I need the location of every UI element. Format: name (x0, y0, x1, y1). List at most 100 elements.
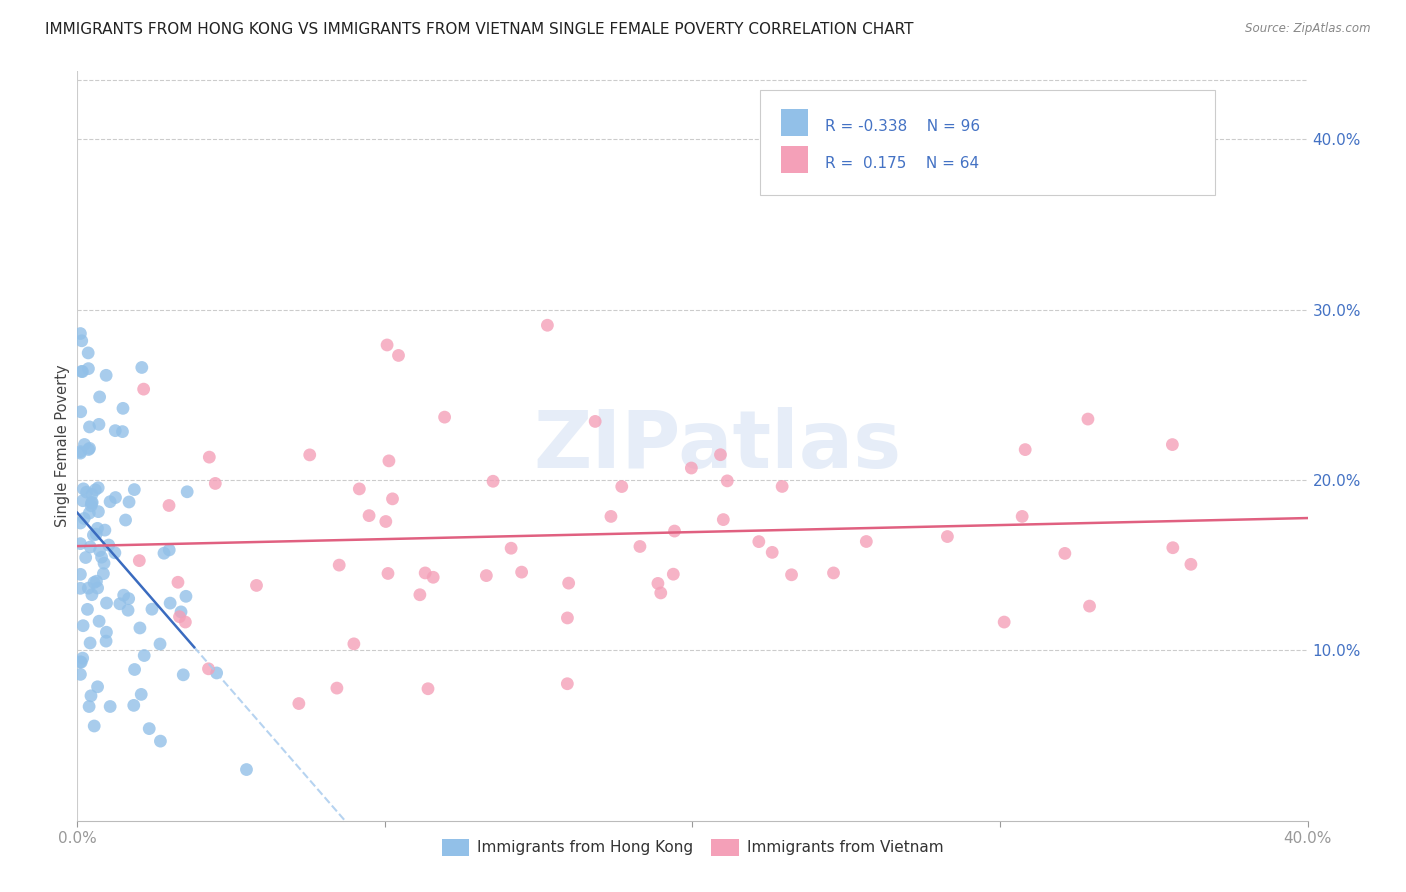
Point (326, 681, 349, 695)
Point (328, 558, 350, 573)
Point (83, 719, 105, 733)
Point (97, 538, 120, 552)
Point (90, 550, 112, 565)
Point (583, 414, 606, 428)
Point (647, 576, 669, 591)
Point (104, 546, 127, 560)
Point (94, 634, 117, 648)
Text: ZIPatlas: ZIPatlas (533, 407, 901, 485)
Point (169, 609, 191, 624)
Point (86, 680, 108, 694)
Point (536, 318, 558, 333)
Point (124, 483, 146, 497)
Point (1011, 509, 1033, 524)
FancyBboxPatch shape (761, 90, 1215, 195)
Point (1180, 558, 1202, 572)
Point (1014, 442, 1036, 457)
Point (124, 663, 146, 677)
Point (557, 576, 579, 591)
Point (153, 546, 176, 560)
Point (117, 603, 139, 617)
Point (557, 611, 579, 625)
Point (73, 511, 96, 525)
Point (600, 509, 623, 524)
Point (770, 479, 793, 493)
Point (1077, 412, 1099, 426)
Point (422, 570, 444, 584)
Point (76, 602, 98, 616)
Point (823, 566, 845, 580)
Point (176, 484, 198, 499)
Point (157, 499, 180, 513)
Point (131, 360, 153, 375)
Point (716, 474, 738, 488)
Point (748, 534, 770, 549)
Point (662, 567, 685, 582)
Point (104, 491, 127, 505)
Point (377, 566, 399, 581)
Point (343, 637, 366, 651)
Point (77, 442, 100, 457)
Point (72, 651, 94, 665)
Point (557, 677, 579, 691)
Point (482, 475, 505, 489)
Text: R =  0.175    N = 64: R = 0.175 N = 64 (825, 156, 980, 171)
Point (80, 689, 103, 703)
Point (174, 590, 197, 604)
Point (72, 493, 94, 508)
Point (1161, 437, 1184, 451)
Point (167, 575, 190, 590)
Point (138, 722, 160, 736)
Point (72, 618, 94, 632)
Point (82, 495, 104, 509)
Point (375, 338, 398, 352)
Point (993, 615, 1015, 629)
Point (75, 550, 97, 565)
Point (628, 540, 651, 554)
Point (84, 483, 107, 497)
Point (69, 326, 91, 341)
Y-axis label: Single Female Poverty: Single Female Poverty (55, 365, 70, 527)
Point (69, 536, 91, 550)
Point (83, 575, 105, 590)
Point (936, 530, 959, 544)
Text: Source: ZipAtlas.com: Source: ZipAtlas.com (1246, 22, 1371, 36)
Bar (782, 110, 808, 136)
Point (79, 636, 101, 650)
Point (711, 513, 734, 527)
Point (664, 524, 686, 538)
Point (70, 364, 93, 378)
Point (205, 665, 228, 680)
Point (118, 495, 141, 509)
Point (172, 668, 194, 682)
Point (197, 662, 219, 676)
Point (111, 425, 134, 439)
Point (1161, 541, 1184, 555)
Point (122, 698, 145, 713)
Point (475, 568, 498, 582)
Legend: Immigrants from Hong Kong, Immigrants from Vietnam: Immigrants from Hong Kong, Immigrants fr… (436, 833, 949, 862)
Point (69, 667, 91, 681)
Point (198, 450, 221, 464)
Point (134, 648, 156, 663)
Point (374, 515, 396, 529)
Point (510, 565, 533, 579)
Point (204, 476, 226, 491)
Point (681, 461, 703, 475)
Point (112, 588, 135, 602)
Point (94, 523, 117, 537)
Point (111, 401, 134, 416)
Point (98, 699, 121, 714)
Point (409, 588, 432, 602)
Point (378, 454, 401, 468)
Point (170, 605, 193, 619)
Point (93, 556, 115, 570)
Point (1078, 599, 1101, 613)
Point (359, 508, 381, 523)
Point (69, 444, 91, 458)
Point (79, 420, 101, 434)
Point (149, 637, 172, 651)
Point (77, 581, 100, 595)
Point (86, 574, 108, 589)
Point (77, 361, 100, 376)
